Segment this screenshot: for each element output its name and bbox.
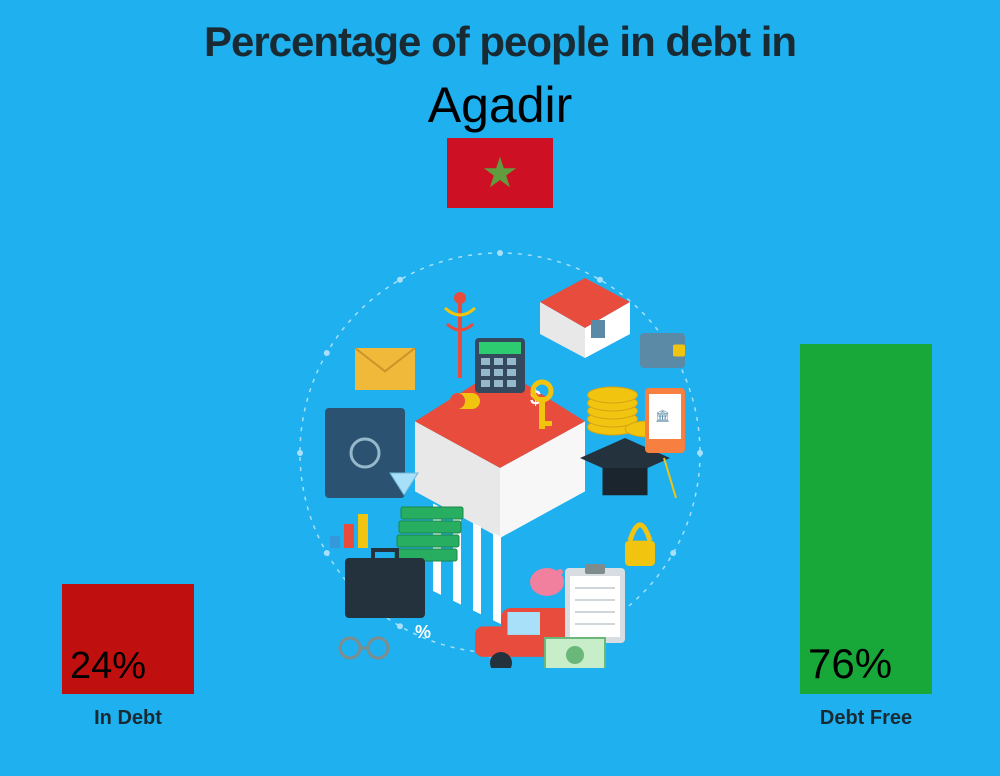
bar-value-in-debt: 24%	[70, 645, 146, 688]
bar-label-in-debt: In Debt	[28, 707, 228, 730]
wallet-icon	[640, 333, 685, 368]
svg-text:🏛: 🏛	[655, 409, 670, 423]
cash-stack-icon	[395, 507, 463, 561]
caduceus-icon	[445, 292, 475, 378]
calculator-icon	[475, 338, 525, 393]
infographic-canvas: Percentage of people in debt in Agadir ★…	[0, 0, 1000, 776]
morocco-flag: ★	[447, 138, 553, 208]
flag-star-icon: ★	[481, 152, 519, 194]
briefcase-icon	[345, 550, 425, 618]
phone-icon: 🏛	[645, 388, 685, 453]
pill-icon	[450, 393, 480, 409]
bar-value-debt-free: 76%	[808, 640, 892, 688]
center-illustration: %$$%$🏛	[285, 238, 715, 668]
bar-debt-free: 76%	[800, 344, 932, 694]
house-icon	[540, 278, 630, 358]
bar-label-debt-free: Debt Free	[766, 707, 966, 730]
envelope-icon	[355, 348, 415, 390]
title-line2: Agadir	[0, 76, 1000, 134]
bar-chart-icon	[330, 514, 368, 548]
piggy-icon	[530, 568, 564, 596]
safe-icon	[325, 408, 405, 498]
clipboard-icon	[565, 564, 625, 643]
title-line1: Percentage of people in debt in	[0, 18, 1000, 66]
glasses-icon	[340, 638, 388, 658]
bar-in-debt: 24%	[62, 584, 194, 694]
padlock-icon	[625, 525, 655, 566]
bill-icon	[545, 638, 605, 668]
svg-text:%: %	[415, 622, 431, 642]
